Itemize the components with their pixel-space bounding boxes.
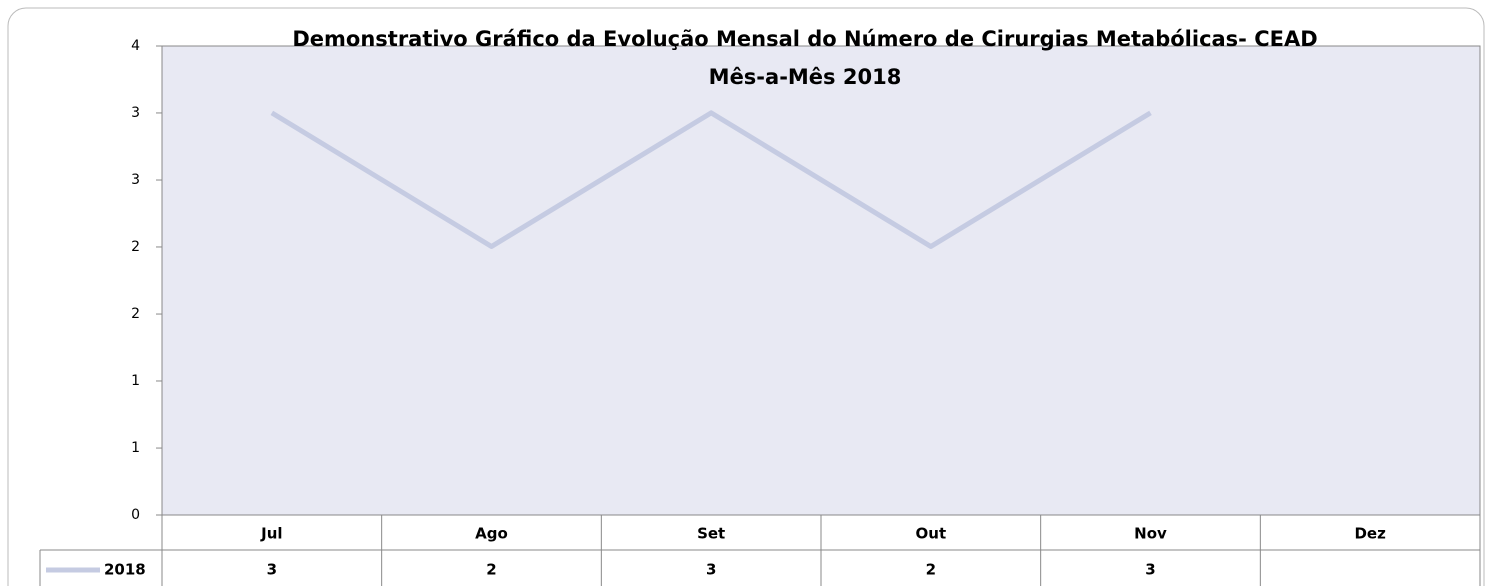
x-tick-label: Ago (475, 525, 508, 543)
data-label: 3 (706, 561, 716, 579)
y-tick-label: 3 (131, 105, 140, 121)
y-tick-label: 2 (131, 239, 140, 255)
chart-title: Demonstrativo Gráfico da Evolução Mensal… (292, 27, 1317, 51)
y-tick-label: 4 (131, 38, 140, 54)
y-tick-label: 1 (131, 440, 140, 456)
data-label: 2 (926, 561, 936, 579)
x-tick-label: Nov (1134, 525, 1167, 543)
x-tick-label: Set (697, 525, 725, 543)
plot-area (161, 45, 1481, 516)
y-tick-label: 1 (131, 373, 140, 389)
chart-subtitle: Mês-a-Mês 2018 (709, 65, 902, 89)
x-tick-label: Jul (260, 525, 282, 543)
data-label: 3 (267, 561, 277, 579)
data-label: 2 (486, 561, 496, 579)
series-line (270, 110, 1152, 249)
y-tick-label: 2 (131, 306, 140, 322)
x-tick-label: Dez (1354, 525, 1386, 543)
x-tick-label: Out (916, 525, 947, 543)
y-tick-label: 3 (131, 172, 140, 188)
data-label: 3 (1145, 561, 1155, 579)
legend-label: 2018 (104, 561, 146, 579)
y-tick-label: 0 (131, 507, 140, 523)
